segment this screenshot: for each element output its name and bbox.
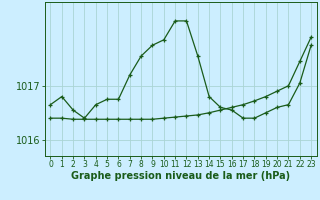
X-axis label: Graphe pression niveau de la mer (hPa): Graphe pression niveau de la mer (hPa) [71, 171, 290, 181]
